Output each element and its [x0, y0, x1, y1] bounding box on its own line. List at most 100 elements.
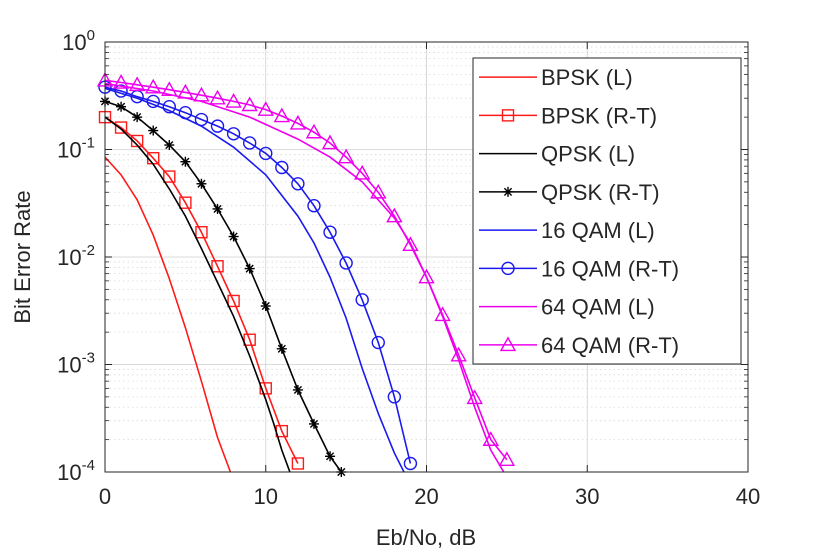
data-point-star — [228, 231, 239, 242]
data-point-triangle — [434, 306, 451, 322]
legend-item: QPSK (R-T) — [479, 180, 660, 205]
data-point-circle — [194, 112, 209, 127]
legend-box — [472, 57, 742, 365]
star-stroke — [213, 204, 222, 214]
series-line — [104, 100, 342, 473]
legend-item: BPSK (L) — [479, 65, 633, 90]
data-point-triangle — [257, 101, 274, 116]
data-point-square — [259, 382, 272, 395]
data-point-triangle — [418, 268, 435, 284]
data-point-star — [244, 263, 255, 274]
star-stroke — [277, 344, 286, 353]
data-point-circle — [162, 100, 177, 114]
legend-item: 16 QAM (R-T) — [479, 256, 679, 281]
data-point-circle — [323, 225, 337, 239]
data-point-square — [501, 109, 515, 122]
data-point-triangle — [370, 183, 387, 199]
data-point-triangle — [273, 107, 291, 123]
axes: 100 10-1 10-2 10-3 10-40 10 20 30 40 — [57, 27, 760, 509]
star-stroke — [503, 187, 513, 196]
y-tick-label: 100 — [62, 27, 95, 55]
data-point-circle — [210, 119, 225, 133]
legend-item: 16 QAM (L) — [479, 218, 655, 243]
data-point-square — [195, 226, 208, 239]
data-point-triangle — [225, 92, 242, 108]
legend-item: BPSK (R-T) — [479, 103, 657, 128]
data-point-star — [260, 301, 271, 312]
data-point-square — [227, 294, 240, 308]
legend-label: QPSK (R-T) — [541, 180, 660, 205]
y-tick-label: 10-3 — [57, 350, 95, 378]
data-point-circle — [114, 84, 128, 98]
y-tick-label: 10-4 — [57, 457, 95, 485]
series-qpsk-r-t — [100, 96, 347, 477]
data-point-circle — [387, 390, 402, 404]
data-point-triangle — [305, 123, 323, 139]
data-point-triangle — [209, 89, 226, 105]
series-64-qam-r-t — [96, 71, 516, 467]
data-point-triangle — [321, 134, 339, 150]
data-point-square — [163, 170, 176, 183]
data-point-triangle — [466, 389, 483, 405]
data-point-triangle — [112, 74, 130, 89]
star-stroke — [325, 452, 335, 461]
data-point-triangle — [498, 451, 516, 467]
x-tick-label: 40 — [736, 484, 760, 509]
series-16-qam-r-t — [98, 80, 418, 471]
data-point-triangle — [354, 164, 371, 180]
data-point-square — [291, 457, 305, 470]
star-stroke — [309, 419, 319, 429]
data-point-star — [503, 186, 513, 197]
data-point-circle — [146, 94, 160, 109]
data-point-star — [132, 112, 143, 123]
data-point-star — [292, 384, 303, 395]
x-tick-label: 10 — [254, 484, 278, 509]
data-point-star — [325, 451, 336, 462]
legend-label: 64 QAM (R-T) — [541, 333, 679, 358]
series-line — [104, 82, 505, 473]
x-tick-label: 20 — [414, 484, 438, 509]
data-point-square — [211, 260, 224, 273]
data-point-star — [116, 101, 127, 112]
data-point-circle — [403, 456, 418, 471]
series-line — [104, 87, 405, 473]
data-point-star — [148, 125, 159, 136]
legend-item: 64 QAM (R-T) — [479, 333, 679, 358]
data-point-star — [276, 343, 287, 354]
data-point-triangle — [402, 236, 419, 252]
data-point-triangle — [193, 86, 210, 102]
star-stroke — [165, 140, 174, 150]
data-point-triangle — [386, 207, 403, 223]
series-line — [104, 156, 232, 473]
y-tick-label: 10-2 — [57, 242, 95, 270]
data-point-star — [180, 156, 191, 167]
data-point-triangle — [177, 83, 194, 99]
star-stroke — [197, 179, 206, 188]
x-axis-label: Eb/No, dB — [376, 525, 476, 550]
data-point-triangle — [482, 431, 499, 446]
legend-label: 16 QAM (L) — [541, 218, 655, 243]
star-stroke — [229, 232, 238, 241]
data-point-triangle — [499, 336, 517, 352]
data-point-circle — [307, 199, 321, 213]
star-stroke — [181, 157, 190, 166]
star-stroke — [245, 264, 254, 273]
series-qpsk-l — [104, 116, 291, 473]
star-stroke — [116, 102, 126, 111]
data-point-circle — [291, 177, 305, 191]
data-point-triangle — [337, 148, 355, 164]
legend-item: QPSK (L) — [479, 142, 635, 167]
data-point-circle — [226, 127, 241, 141]
legend-label: BPSK (R-T) — [541, 103, 657, 128]
data-point-circle — [355, 293, 369, 307]
series-64-qam-l — [104, 82, 505, 473]
data-point-star — [308, 418, 319, 429]
legend-label: 16 QAM (R-T) — [541, 256, 679, 281]
data-point-square — [130, 134, 144, 148]
data-point-star — [212, 203, 223, 214]
star-stroke — [149, 126, 158, 135]
legend-label: 64 QAM (L) — [541, 295, 655, 320]
star-stroke — [261, 301, 270, 311]
